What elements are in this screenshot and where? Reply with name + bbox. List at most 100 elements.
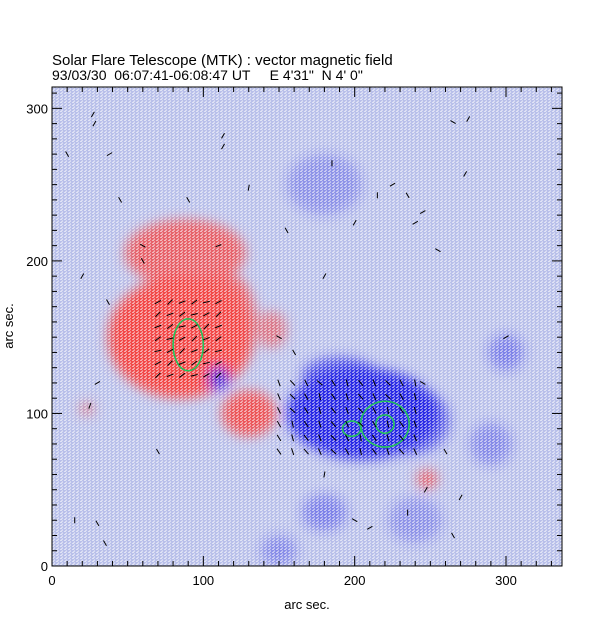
- field-vector: [413, 406, 417, 414]
- field-vector: [178, 325, 186, 328]
- field-vector: [178, 300, 186, 304]
- field-vector: [323, 471, 326, 478]
- field-vector: [215, 360, 222, 366]
- field-vector: [179, 372, 186, 378]
- field-vector: [166, 373, 174, 378]
- field-vector: [316, 380, 323, 386]
- field-vector: [359, 448, 362, 456]
- field-vector: [372, 393, 377, 401]
- field-vector: [291, 448, 295, 456]
- field-vector: [423, 486, 428, 493]
- field-vector: [167, 360, 173, 366]
- field-vector: [303, 448, 309, 455]
- field-vector: [191, 335, 198, 342]
- field-vector: [190, 374, 198, 377]
- field-vector: [106, 152, 113, 157]
- field-vector: [318, 420, 322, 428]
- x-tick-label: 200: [344, 573, 366, 588]
- field-vector: [345, 434, 350, 442]
- chart-title: Solar Flare Telescope (MTK) : vector mag…: [52, 52, 393, 69]
- field-contour: [341, 420, 362, 438]
- field-vector: [106, 299, 110, 305]
- field-vector: [419, 381, 426, 385]
- field-vector: [190, 313, 198, 316]
- field-vector: [178, 336, 186, 341]
- field-vector: [366, 525, 373, 530]
- field-vector: [358, 393, 364, 400]
- plot-frame: [51, 86, 563, 567]
- field-vector: [154, 336, 162, 342]
- field-vector: [167, 299, 173, 305]
- field-vector: [398, 448, 405, 455]
- field-vector: [289, 393, 296, 400]
- field-vector: [399, 407, 404, 414]
- field-vector: [247, 184, 250, 191]
- field-vector: [103, 540, 107, 546]
- y-axis-label: arc sec.: [1, 303, 16, 349]
- field-vector: [318, 406, 322, 414]
- noise-texture: [52, 87, 562, 566]
- field-vector: [292, 349, 297, 356]
- x-tick-label: 0: [48, 573, 55, 588]
- field-vector: [466, 116, 471, 122]
- field-vector: [330, 448, 337, 455]
- field-vector: [330, 421, 337, 428]
- field-vector: [202, 336, 210, 341]
- field-vector: [451, 532, 455, 539]
- field-vector: [166, 312, 174, 317]
- field-vector: [92, 120, 97, 127]
- field-vector: [463, 171, 468, 177]
- field-vector: [413, 434, 417, 442]
- field-vector: [276, 434, 282, 442]
- field-vector: [166, 348, 174, 354]
- field-vector: [345, 406, 349, 414]
- y-tick-label: 100: [26, 406, 48, 421]
- field-vector: [215, 299, 222, 305]
- field-vector: [88, 402, 92, 409]
- chart-subtitle: 93/03/30 06:07:41-06:08:47 UT E 4'31" N …: [52, 67, 363, 83]
- field-vector: [412, 220, 419, 225]
- field-vector: [372, 407, 377, 414]
- field-vector: [202, 300, 210, 304]
- x-tick-label: 300: [495, 573, 517, 588]
- field-vector: [304, 379, 309, 387]
- field-vector: [372, 434, 377, 442]
- field-vector: [358, 379, 364, 387]
- field-vector: [140, 258, 145, 264]
- field-vector: [318, 393, 322, 401]
- field-vector: [443, 448, 448, 455]
- field-vector: [372, 420, 377, 428]
- field-vector: [277, 379, 281, 387]
- field-vector: [215, 311, 222, 318]
- field-vector: [291, 420, 294, 428]
- field-vector: [186, 197, 191, 203]
- field-vector: [304, 393, 309, 400]
- field-vector: [154, 360, 162, 366]
- field-contour: [172, 318, 205, 372]
- field-vector: [289, 380, 296, 386]
- field-vector: [215, 244, 222, 248]
- field-vector: [413, 420, 417, 428]
- field-vector: [359, 434, 362, 442]
- field-contours: [172, 318, 410, 448]
- field-vector: [118, 197, 123, 203]
- field-vector: [303, 420, 309, 428]
- field-vector: [95, 520, 100, 527]
- field-vector: [322, 273, 327, 280]
- field-vector: [277, 407, 281, 414]
- field-vector: [386, 448, 390, 456]
- field-vector: [414, 379, 417, 387]
- field-vector: [331, 393, 336, 400]
- field-vector: [389, 182, 396, 187]
- field-vector: [203, 348, 210, 354]
- field-vector: [352, 219, 357, 226]
- field-vector: [284, 227, 289, 234]
- axis-ticks: [51, 87, 562, 567]
- field-vector: [345, 420, 349, 428]
- field-vector: [357, 407, 364, 414]
- y-tick-label: 200: [26, 254, 48, 269]
- field-vector: [318, 434, 322, 442]
- field-vector: [166, 337, 174, 340]
- field-vector: [191, 299, 198, 305]
- transverse-field-vectors: [65, 111, 509, 546]
